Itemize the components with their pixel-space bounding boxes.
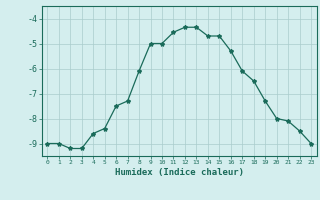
X-axis label: Humidex (Indice chaleur): Humidex (Indice chaleur)	[115, 168, 244, 177]
